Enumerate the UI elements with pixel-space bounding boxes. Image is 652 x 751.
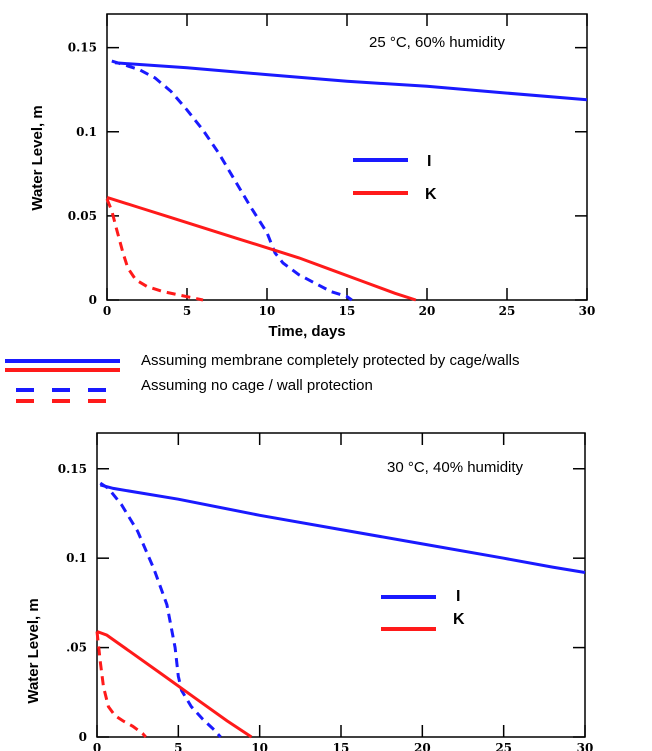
y-tick-label: .05 (66, 641, 87, 655)
x-axis-label-top: Time, days (268, 323, 345, 340)
legend-label-k-bottom: K (453, 611, 465, 628)
line-style-notes: Assuming membrane completely protected b… (5, 352, 520, 403)
chart-top: 0 5 10 15 20 25 30 0 0.05 0.1 0.15 25 °C, 60% hum… (29, 13, 596, 340)
x-tick-label: 0 (93, 741, 101, 751)
series-top (105, 59, 588, 302)
plot-frame-bottom (96, 432, 586, 738)
legend-label-i-top: I (427, 153, 431, 170)
y-tick-label: 0.05 (68, 209, 97, 223)
x-tick-label: 20 (419, 304, 436, 318)
series-k-dashed (95, 631, 147, 739)
y-tick-labels-top: 0 0.05 0.1 0.15 (68, 41, 97, 307)
series-k-solid (106, 195, 417, 302)
x-tick-label: 10 (259, 304, 276, 318)
y-axis-label-bottom: Water Level, m (25, 598, 42, 703)
series-k-solid (96, 630, 253, 739)
note-solid-text: Assuming membrane completely protected b… (141, 352, 520, 369)
ticks-top (106, 14, 588, 301)
x-tick-label: 30 (577, 741, 594, 751)
series-i-dashed (99, 481, 222, 739)
x-tick-label: 15 (339, 304, 356, 318)
series-i-solid (99, 483, 586, 574)
x-tick-label: 5 (183, 304, 191, 318)
y-tick-label: 0.15 (68, 41, 97, 55)
legend-label-k-top: K (425, 186, 437, 203)
y-tick-label: 0.1 (76, 125, 97, 139)
series-bottom (95, 481, 586, 739)
condition-label-bottom: 30 °C, 40% humidity (387, 459, 524, 476)
y-tick-label: 0 (79, 730, 87, 744)
x-tick-label: 10 (251, 741, 268, 751)
series-k-dashed (105, 198, 204, 302)
x-tick-label: 0 (103, 304, 111, 318)
x-tick-label: 15 (333, 741, 350, 751)
y-axis-label-top: Water Level, m (29, 105, 46, 210)
y-tick-label: 0 (89, 293, 97, 307)
x-tick-labels-top: 0 5 10 15 20 25 30 (103, 304, 596, 318)
x-tick-label: 30 (579, 304, 596, 318)
y-tick-label: 0.1 (66, 551, 87, 565)
plot-frame-top (106, 13, 588, 301)
x-tick-labels-bottom: 0 5 10 15 20 25 30 (93, 741, 594, 751)
note-dashed-text: Assuming no cage / wall protection (141, 377, 373, 394)
x-tick-label: 5 (174, 741, 182, 751)
chart-bottom: 0 5 10 15 20 25 30 0 .05 0.1 0.15 30 °C, 40% humi… (25, 432, 594, 751)
legend-label-i-bottom: I (456, 588, 460, 605)
y-tick-labels-bottom: 0 .05 0.1 0.15 (58, 462, 87, 744)
y-tick-label: 0.15 (58, 462, 87, 476)
ticks-bottom (96, 433, 586, 738)
x-tick-label: 20 (414, 741, 431, 751)
x-tick-label: 25 (499, 304, 516, 318)
x-tick-label: 25 (495, 741, 512, 751)
condition-label-top: 25 °C, 60% humidity (369, 34, 506, 51)
series-i-solid (114, 61, 588, 102)
